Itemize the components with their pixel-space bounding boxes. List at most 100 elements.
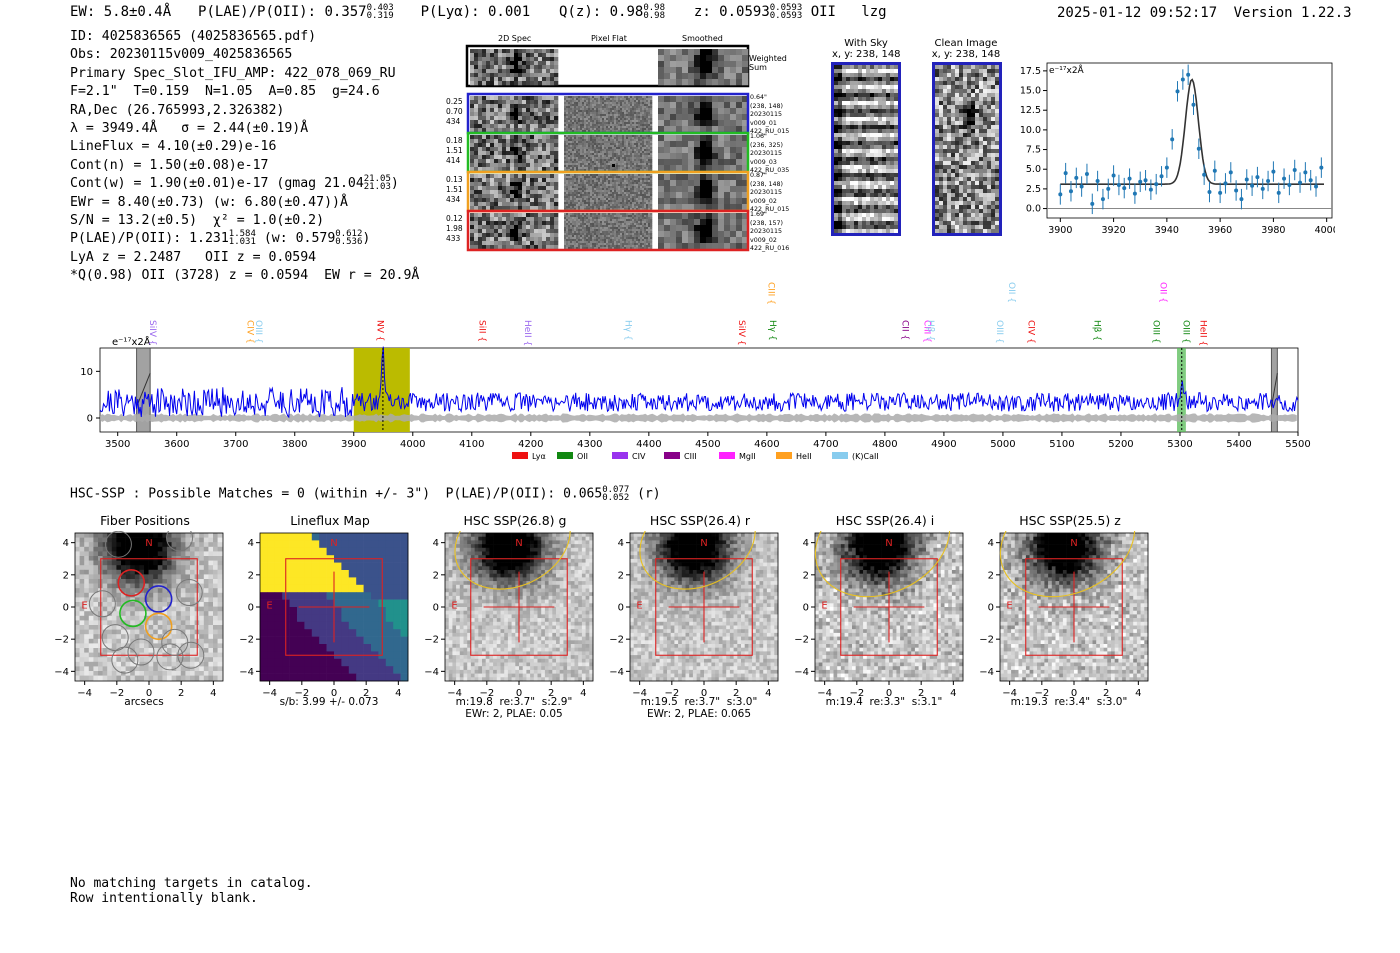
image-pixel xyxy=(589,558,594,563)
image-pixel xyxy=(530,607,535,611)
image-pixel xyxy=(552,655,557,660)
image-pixel xyxy=(748,651,753,656)
image-pixel xyxy=(489,673,494,678)
image-pixel xyxy=(445,592,449,597)
image-pixel xyxy=(578,551,583,556)
image-pixel xyxy=(552,577,557,582)
image-pixel xyxy=(733,573,738,578)
image-pixel xyxy=(79,625,85,630)
image-pixel xyxy=(208,588,214,594)
image-pixel xyxy=(180,634,186,640)
image-pixel xyxy=(470,584,475,589)
image-pixel xyxy=(685,536,690,541)
image-pixel xyxy=(504,666,509,671)
image-pixel xyxy=(659,621,664,626)
image-pixel xyxy=(493,666,498,671)
flux-map-pixel xyxy=(274,592,283,600)
image-pixel xyxy=(630,544,634,549)
image-pixel xyxy=(578,666,583,671)
image-pixel xyxy=(763,651,768,656)
flux-map-pixel xyxy=(371,592,379,600)
flux-map-pixel xyxy=(371,614,379,623)
image-pixel xyxy=(489,647,494,652)
image-pixel xyxy=(507,544,512,549)
image-pixel xyxy=(185,583,191,589)
image-pixel xyxy=(530,592,535,597)
image-pixel xyxy=(678,632,683,637)
image-pixel xyxy=(674,662,679,667)
image-pixel xyxy=(655,577,660,582)
image-pixel xyxy=(217,671,223,676)
image-pixel xyxy=(733,588,738,593)
image-pixel xyxy=(633,544,638,549)
image-pixel xyxy=(759,555,764,560)
flux-map-pixel xyxy=(371,577,379,586)
image-pixel xyxy=(522,551,527,556)
flux-map-pixel xyxy=(297,621,305,630)
image-pixel xyxy=(744,625,749,630)
image-pixel xyxy=(748,555,753,560)
flux-map-pixel xyxy=(304,666,313,674)
image-pixel xyxy=(463,666,468,671)
image-pixel xyxy=(474,636,479,641)
image-pixel xyxy=(556,536,560,541)
flux-map-pixel xyxy=(297,636,305,645)
image-pixel xyxy=(213,638,218,644)
image-pixel xyxy=(704,625,708,630)
image-pixel xyxy=(667,536,671,541)
image-pixel xyxy=(93,675,99,681)
image-pixel xyxy=(667,614,671,619)
flux-map-pixel xyxy=(371,666,379,674)
image-pixel xyxy=(171,588,177,594)
image-pixel xyxy=(752,566,757,571)
image-pixel xyxy=(548,640,553,645)
image-pixel xyxy=(111,569,117,575)
image-pixel xyxy=(585,555,590,560)
image-pixel xyxy=(685,625,690,630)
x-tick-label: 5100 xyxy=(1049,439,1074,450)
timestamp-version: 2025-01-12 09:52:17 Version 1.22.3 xyxy=(1057,5,1352,21)
image-pixel xyxy=(733,636,738,641)
image-pixel xyxy=(744,536,749,541)
image-pixel xyxy=(692,655,697,660)
image-pixel xyxy=(559,533,564,537)
flux-map-pixel xyxy=(334,673,342,682)
image-pixel xyxy=(213,588,218,594)
image-pixel xyxy=(548,625,553,630)
image-pixel xyxy=(748,629,753,634)
image-pixel xyxy=(589,621,594,626)
fiber-circle xyxy=(101,624,129,652)
image-pixel xyxy=(581,573,586,578)
image-pixel xyxy=(770,651,775,656)
image-pixel xyxy=(692,640,697,645)
image-pixel xyxy=(559,658,564,663)
image-pixel xyxy=(496,599,501,604)
image-pixel xyxy=(722,651,727,656)
image-pixel xyxy=(655,673,660,678)
image-pixel xyxy=(176,643,182,649)
image-pixel xyxy=(637,614,642,619)
image-pixel xyxy=(515,677,520,682)
image-pixel xyxy=(445,584,449,589)
image-pixel xyxy=(167,602,172,607)
image-pixel xyxy=(515,673,520,678)
image-pixel xyxy=(533,603,538,608)
image-pixel xyxy=(134,542,140,548)
image-pixel xyxy=(526,669,531,674)
image-pixel xyxy=(213,671,218,676)
image-pixel xyxy=(75,671,80,676)
image-pixel xyxy=(185,671,191,676)
image-pixel xyxy=(755,644,760,648)
image-pixel xyxy=(770,640,775,645)
flux-map-pixel xyxy=(282,666,290,674)
image-pixel xyxy=(678,647,683,652)
image-pixel xyxy=(722,666,727,671)
image-pixel xyxy=(489,677,494,682)
image-pixel xyxy=(482,673,486,678)
image-pixel xyxy=(445,644,449,648)
image-pixel xyxy=(537,662,542,667)
image-pixel xyxy=(722,614,727,619)
image-pixel xyxy=(519,603,523,608)
image-pixel xyxy=(530,573,535,578)
image-pixel xyxy=(478,669,483,674)
